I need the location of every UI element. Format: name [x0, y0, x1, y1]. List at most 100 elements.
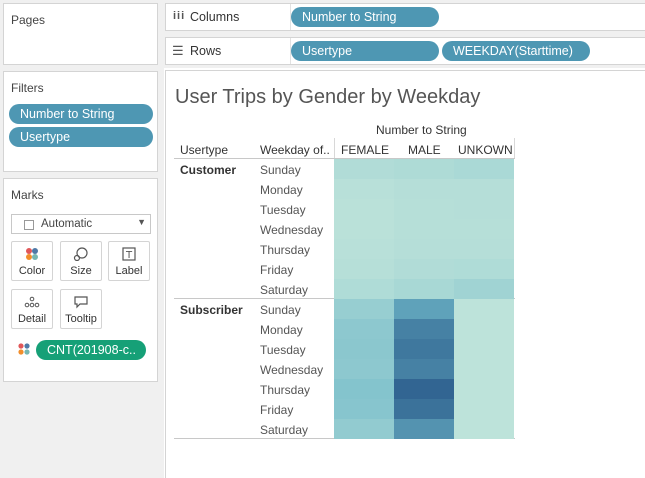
day-label: Sunday: [260, 163, 301, 177]
marks-title: Marks: [11, 188, 44, 202]
heatmap-cell-unkown[interactable]: [454, 379, 514, 399]
heatmap-cell-female[interactable]: [334, 159, 394, 179]
heatmap-cell-male[interactable]: [394, 199, 454, 219]
row-header-usertype[interactable]: Usertype: [180, 143, 229, 157]
heatmap-cell-unkown[interactable]: [454, 259, 514, 279]
heatmap-cell-male[interactable]: [394, 219, 454, 239]
color-button[interactable]: Color: [11, 241, 53, 281]
heatmap-cell-male[interactable]: [394, 379, 454, 399]
heatmap-cell-female[interactable]: [334, 239, 394, 259]
tooltip-label: Tooltip: [65, 313, 97, 325]
size-button[interactable]: Size: [60, 241, 102, 281]
heatmap-cell-male[interactable]: [394, 179, 454, 199]
day-label: Saturday: [260, 423, 309, 437]
pages-panel: Pages: [3, 3, 158, 65]
rows-icon: ☰: [172, 43, 184, 58]
group-label-subscriber[interactable]: Subscriber: [180, 303, 243, 317]
color-icon: [12, 247, 52, 264]
heatmap-cell-female[interactable]: [334, 179, 394, 199]
heatmap-cell-male[interactable]: [394, 359, 454, 379]
column-header-unkown[interactable]: UNKOWN: [458, 143, 513, 157]
filters-title: Filters: [11, 81, 44, 95]
day-label: Tuesday: [260, 203, 306, 217]
shelf-divider: [290, 38, 291, 64]
column-header-male[interactable]: MALE: [408, 143, 441, 157]
mark-type-value: Automatic: [41, 218, 93, 230]
columns-icon: iii: [173, 10, 186, 22]
heatmap-cell-male[interactable]: [394, 419, 454, 439]
heatmap-cell-unkown[interactable]: [454, 299, 514, 319]
column-group-header: Number to String: [376, 123, 467, 137]
label-button[interactable]: T Label: [108, 241, 150, 281]
color-label: Color: [18, 265, 46, 277]
heatmap-cell-female[interactable]: [334, 339, 394, 359]
heatmap-cell-female[interactable]: [334, 259, 394, 279]
rows-pill-weekday[interactable]: WEEKDAY(Starttime): [442, 41, 590, 61]
heatmap-cell-unkown[interactable]: [454, 159, 514, 179]
day-label: Saturday: [260, 283, 309, 297]
heatmap-cell-female[interactable]: [334, 399, 394, 419]
heatmap-cell-unkown[interactable]: [454, 219, 514, 239]
checkbox-icon: [24, 220, 34, 230]
label-label: Label: [115, 265, 143, 277]
heatmap-cell-female[interactable]: [334, 419, 394, 439]
heatmap-cell-male[interactable]: [394, 239, 454, 259]
column-divider-left: [334, 138, 335, 158]
heatmap-cell-unkown[interactable]: [454, 399, 514, 419]
size-icon: [61, 247, 101, 264]
heatmap-cell-male[interactable]: [394, 399, 454, 419]
rows-pill-usertype[interactable]: Usertype: [291, 41, 439, 61]
heatmap-cell-male[interactable]: [394, 339, 454, 359]
day-label: Thursday: [260, 243, 311, 257]
detail-icon: [12, 295, 52, 312]
day-label: Wednesday: [260, 363, 324, 377]
heatmap-cell-unkown[interactable]: [454, 359, 514, 379]
heatmap-cell-unkown[interactable]: [454, 179, 514, 199]
heatmap-cell-female[interactable]: [334, 219, 394, 239]
heatmap-cell-unkown[interactable]: [454, 279, 514, 299]
detail-button[interactable]: Detail: [11, 289, 53, 329]
day-label: Sunday: [260, 303, 301, 317]
heatmap-cell-female[interactable]: [334, 319, 394, 339]
heatmap-cell-unkown[interactable]: [454, 199, 514, 219]
header-divider: [174, 158, 515, 159]
size-label: Size: [70, 265, 92, 277]
columns-label: Columns: [190, 10, 240, 24]
rows-label: Rows: [190, 44, 222, 58]
column-divider-right: [514, 138, 515, 158]
day-label: Tuesday: [260, 343, 306, 357]
shelf-divider: [290, 4, 291, 30]
heatmap-cell-unkown[interactable]: [454, 419, 514, 439]
columns-pill-number-to-string[interactable]: Number to String: [291, 7, 439, 27]
heatmap-cell-unkown[interactable]: [454, 339, 514, 359]
pages-title: Pages: [11, 13, 46, 27]
heatmap-cell-unkown[interactable]: [454, 319, 514, 339]
marks-field-pill[interactable]: CNT(201908-c..: [36, 340, 146, 360]
group-label-customer[interactable]: Customer: [180, 163, 237, 177]
heatmap-cell-female[interactable]: [334, 299, 394, 319]
day-label: Friday: [260, 263, 294, 277]
svg-text:T: T: [125, 250, 133, 261]
color-dots-icon: [17, 342, 31, 361]
heatmap-cell-male[interactable]: [394, 159, 454, 179]
filter-pill-usertype[interactable]: Usertype: [9, 127, 153, 147]
detail-label: Detail: [17, 313, 47, 325]
heatmap-cell-female[interactable]: [334, 359, 394, 379]
label-icon: T: [109, 247, 149, 264]
day-label: Monday: [260, 323, 303, 337]
heatmap-cell-male[interactable]: [394, 319, 454, 339]
heatmap-cell-male[interactable]: [394, 259, 454, 279]
mark-type-dropdown[interactable]: Automatic ▼: [11, 214, 151, 234]
heatmap-cell-male[interactable]: [394, 279, 454, 299]
heatmap-cell-female[interactable]: [334, 379, 394, 399]
heatmap-cell-male[interactable]: [394, 299, 454, 319]
column-header-female[interactable]: FEMALE: [341, 143, 390, 157]
view-title: User Trips by Gender by Weekday: [175, 86, 481, 108]
row-header-weekday[interactable]: Weekday of..: [260, 143, 330, 157]
filter-pill-number-to-string[interactable]: Number to String: [9, 104, 153, 124]
tooltip-icon: [61, 295, 101, 312]
heatmap-cell-unkown[interactable]: [454, 239, 514, 259]
heatmap-cell-female[interactable]: [334, 199, 394, 219]
heatmap-cell-female[interactable]: [334, 279, 394, 299]
tooltip-button[interactable]: Tooltip: [60, 289, 102, 329]
